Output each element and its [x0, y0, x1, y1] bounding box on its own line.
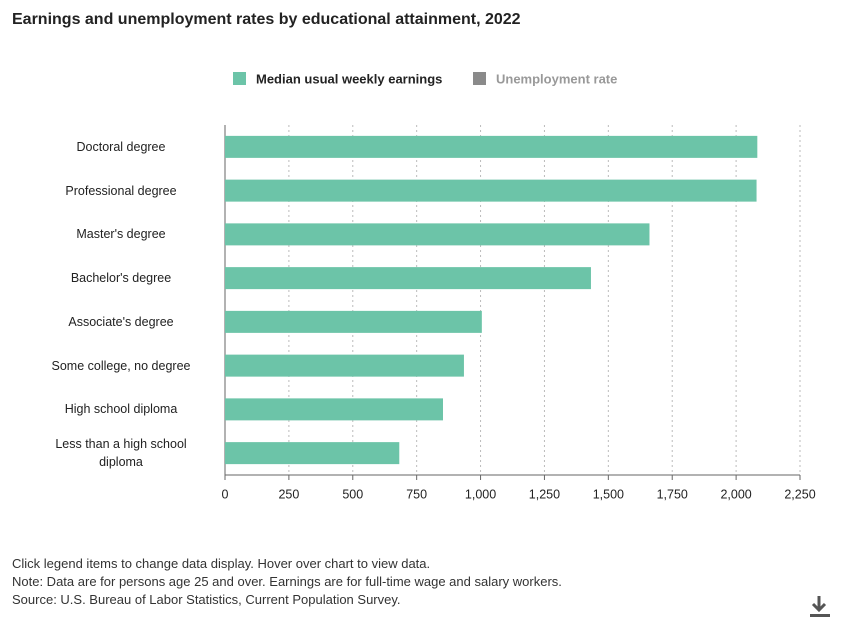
x-tick-label: 750 — [406, 487, 427, 501]
x-tick-label: 2,250 — [784, 487, 815, 501]
x-tick-label: 2,000 — [720, 487, 751, 501]
x-tick-label: 1,500 — [593, 487, 624, 501]
legend-swatch — [473, 72, 486, 85]
bar — [225, 442, 400, 465]
x-tick-label: 0 — [222, 487, 229, 501]
x-tick-label: 1,250 — [529, 487, 560, 501]
y-tick-label: Doctoral degree — [76, 139, 166, 154]
x-tick-label: 250 — [278, 487, 299, 501]
legend-label: Unemployment rate — [496, 71, 617, 86]
x-tick-label: 500 — [342, 487, 363, 501]
footnote: Click legend items to change data displa… — [12, 556, 431, 571]
download-icon — [811, 596, 827, 613]
y-tick-label: Bachelor's degree — [70, 271, 172, 286]
y-tick-label: Less than a high school diploma — [55, 437, 187, 470]
bar — [225, 354, 464, 377]
legend-swatch — [233, 72, 246, 85]
bar — [225, 179, 757, 202]
legend-item[interactable]: Unemployment rate — [473, 71, 617, 86]
download-button[interactable] — [810, 596, 830, 617]
bar — [225, 310, 482, 333]
y-tick-label: High school diploma — [64, 402, 178, 417]
legend-item[interactable]: Median usual weekly earnings — [233, 71, 442, 86]
bar — [225, 398, 443, 421]
y-tick-label: Associate's degree — [68, 314, 174, 329]
y-tick-label: Professional degree — [65, 183, 177, 198]
bar — [225, 223, 650, 246]
download-icon-base — [810, 614, 830, 617]
x-tick-label: 1,750 — [657, 487, 688, 501]
chart-title: Earnings and unemployment rates by educa… — [12, 11, 521, 28]
footnote: Source: U.S. Bureau of Labor Statistics,… — [12, 592, 401, 607]
x-tick-label: 1,000 — [465, 487, 496, 501]
bar — [225, 267, 591, 290]
footnote: Note: Data are for persons age 25 and ov… — [12, 574, 562, 589]
bar — [225, 135, 758, 158]
legend-label: Median usual weekly earnings — [256, 71, 442, 86]
y-tick-label: Master's degree — [76, 227, 166, 242]
y-tick-label: Some college, no degree — [51, 358, 191, 373]
